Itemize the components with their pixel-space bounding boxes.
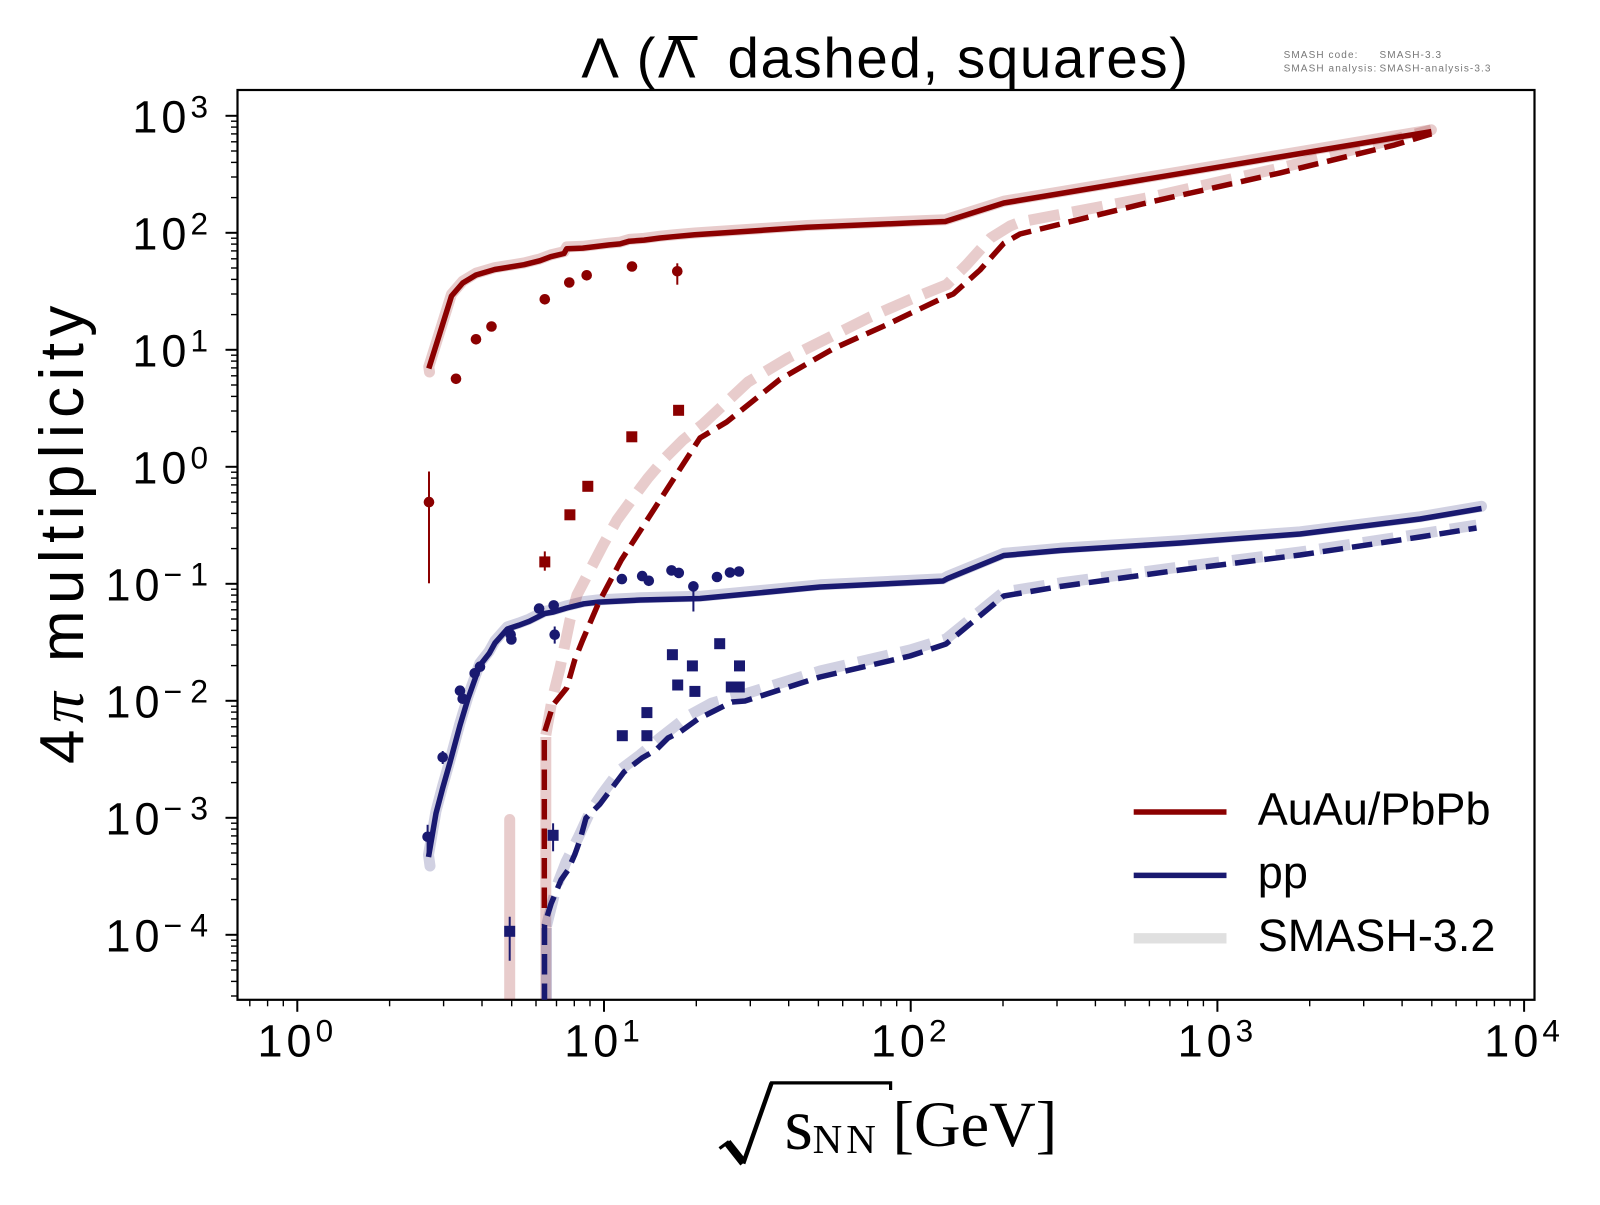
svg-text:SMASH-analysis-3.3: SMASH-analysis-3.3 xyxy=(1380,63,1492,74)
svg-text:s: s xyxy=(785,1084,813,1165)
svg-text:SMASH-3.3: SMASH-3.3 xyxy=(1380,50,1443,61)
svg-text:SMASH-3.2: SMASH-3.2 xyxy=(1258,910,1496,961)
svg-text:AuAu/PbPb: AuAu/PbPb xyxy=(1258,784,1491,835)
svg-text:Λ (Λ dashed, squares): Λ (Λ dashed, squares) xyxy=(581,27,1189,90)
svg-text:pp: pp xyxy=(1258,847,1308,898)
svg-text:NN: NN xyxy=(813,1116,880,1162)
svg-text:100: 100 xyxy=(132,440,212,494)
svg-text:SMASH code:: SMASH code: xyxy=(1284,50,1359,61)
svg-text:[GeV]: [GeV] xyxy=(893,1089,1058,1160)
svg-text:4π multiplicity: 4π multiplicity xyxy=(28,299,97,764)
svg-text:SMASH analysis:: SMASH analysis: xyxy=(1284,63,1378,74)
